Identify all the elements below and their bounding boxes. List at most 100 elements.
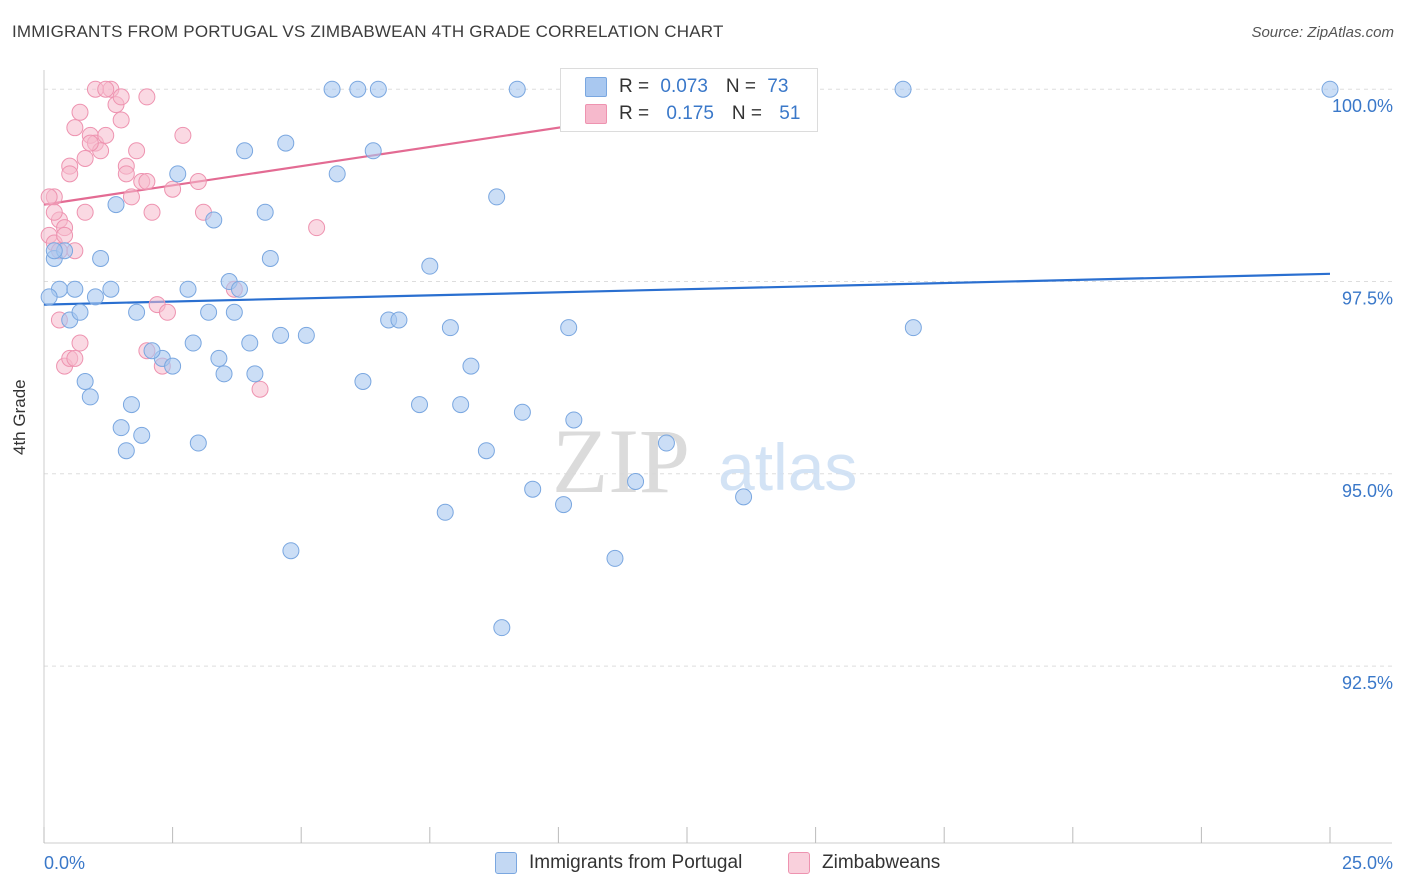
point-portugal [555,496,573,514]
point-zimbabweans [251,380,269,398]
point-portugal [524,480,542,498]
point-portugal [390,311,408,329]
point-portugal [513,403,531,421]
point-portugal [40,288,58,306]
point-portugal [508,80,526,98]
point-zimbabweans [40,188,58,206]
y-axis-label: 4th Grade [10,379,29,455]
point-portugal [477,442,495,460]
point-portugal [452,396,470,414]
point-portugal [205,211,223,229]
point-portugal [323,80,341,98]
point-portugal [117,442,135,460]
point-portugal [272,326,290,344]
trend-line-portugal [43,272,1331,306]
point-portugal [86,288,104,306]
y-tick-label: 97.5% [1342,289,1393,309]
point-portugal [735,488,753,506]
tick-labels: 92.5% 95.0% 97.5% 100.0% 0.0% 25.0% [44,96,1393,873]
x-tick-label: 0.0% [44,853,85,873]
point-portugal [441,319,459,337]
point-zimbabweans [122,188,140,206]
point-zimbabweans [117,165,135,183]
stats-legend: R = 0.073 N = 73 R = 0.175 N = 51 [560,68,818,132]
point-portugal [282,542,300,560]
point-portugal [493,619,511,637]
point-portugal [627,472,645,490]
n-value: 51 [779,103,801,124]
legend-swatch-portugal [495,852,517,874]
point-portugal [236,142,254,160]
n-label: N = [731,103,768,124]
point-portugal [81,388,99,406]
point-portugal [256,203,274,221]
point-zimbabweans [81,134,99,152]
legend-item-portugal[interactable]: Immigrants from Portugal [495,852,742,874]
points-portugal [40,80,1339,637]
point-portugal [133,426,151,444]
point-portugal [565,411,583,429]
point-portugal [246,365,264,383]
point-zimbabweans [308,219,326,237]
point-portugal [241,334,259,352]
n-label: N = [725,76,762,97]
point-portugal [169,165,187,183]
legend-row-zimbabweans: R = 0.175 N = 51 [585,101,800,127]
point-portugal [364,142,382,160]
point-zimbabweans [174,126,192,144]
trend-line-portugal [43,272,1331,306]
point-zimbabweans [76,203,94,221]
point-portugal [92,249,110,267]
chart-title: IMMIGRANTS FROM PORTUGAL VS ZIMBABWEAN 4… [12,22,724,41]
point-zimbabweans [164,180,182,198]
legend-item-zimbabweans[interactable]: Zimbabweans [788,852,940,874]
point-zimbabweans [112,111,130,129]
point-portugal [143,342,161,360]
point-portugal [210,349,228,367]
point-zimbabweans [61,165,79,183]
point-portugal [297,326,315,344]
gridlines [44,88,1392,667]
point-portugal [904,319,922,337]
point-portugal [215,365,233,383]
r-value: 0.073 [660,76,708,97]
r-label: R = [619,103,655,124]
point-portugal [462,357,480,375]
point-portugal [66,280,84,298]
point-zimbabweans [66,349,84,367]
point-zimbabweans [56,226,74,244]
point-portugal [349,80,367,98]
point-portugal [657,434,675,452]
point-portugal [179,280,197,298]
point-portugal [189,434,207,452]
point-zimbabweans [138,173,156,191]
point-zimbabweans [158,303,176,321]
watermark: ZIP atlas [552,410,857,512]
point-zimbabweans [45,203,63,221]
r-value: 0.175 [666,103,714,124]
point-portugal [76,373,94,391]
legend-swatch-zimbabweans [788,852,810,874]
axes [43,70,1392,844]
y-tick-label: 92.5% [1342,673,1393,693]
x-tick-label: 25.0% [1342,853,1393,873]
y-tick-label: 95.0% [1342,481,1393,501]
legend-label-zimbabweans: Zimbabweans [822,852,941,873]
legend-row-portugal: R = 0.073 N = 73 [585,74,788,100]
point-portugal [488,188,506,206]
point-zimbabweans [71,334,89,352]
points-zimbabweans [40,80,326,398]
legend-label-portugal: Immigrants from Portugal [529,852,743,873]
point-zimbabweans [97,126,115,144]
point-portugal [200,303,218,321]
point-portugal [1321,80,1339,98]
source-credit: Source: ZipAtlas.com [1251,24,1394,41]
point-zimbabweans [143,203,161,221]
point-portugal [102,280,120,298]
point-portugal [261,249,279,267]
point-zimbabweans [66,119,84,137]
point-portugal [411,396,429,414]
y-tick-label: 100.0% [1332,96,1393,116]
point-portugal [421,257,439,275]
